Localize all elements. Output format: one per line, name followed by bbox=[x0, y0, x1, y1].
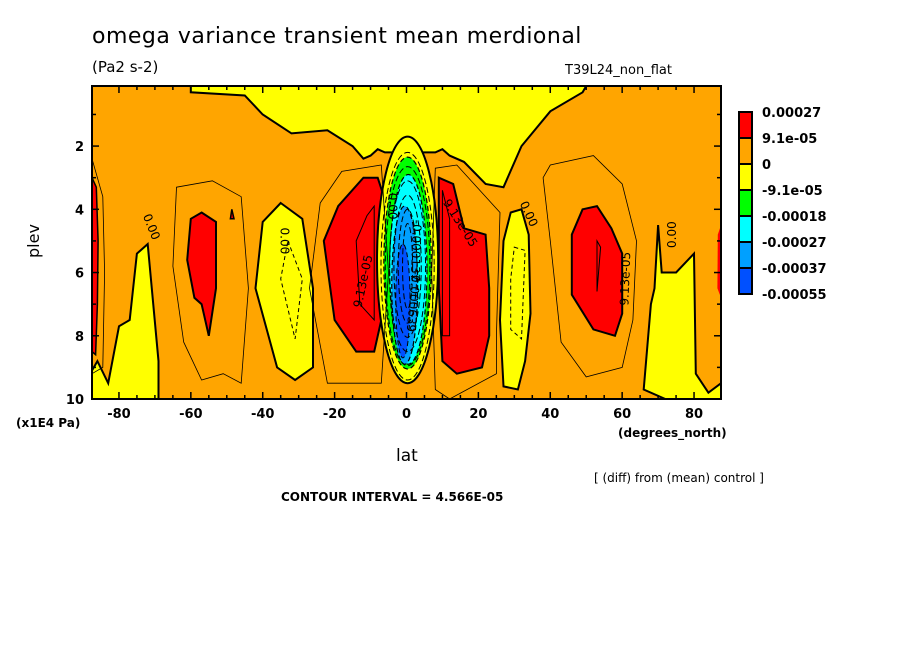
units-label: (Pa2 s-2) bbox=[92, 58, 159, 76]
nh-trop-thin bbox=[431, 164, 501, 399]
sh-midlat-thin bbox=[172, 180, 249, 384]
diff-note: [ (diff) from (mean) control ] bbox=[594, 471, 764, 485]
eq-dashed-contour bbox=[393, 194, 422, 338]
y-tick-label: 8 bbox=[75, 330, 84, 345]
colorbar-label: -9.1e-05 bbox=[762, 184, 823, 199]
contour-label: 0.00 bbox=[665, 221, 679, 248]
contour-label: -0.000137 bbox=[408, 220, 424, 282]
y-tick-label: 2 bbox=[75, 140, 84, 155]
colorbar-label: -0.00037 bbox=[762, 262, 827, 277]
y-tick-label: 6 bbox=[75, 267, 84, 282]
experiment-label: T39L24_non_flat bbox=[565, 63, 672, 78]
x-tick-label: 20 bbox=[469, 407, 487, 422]
axis-ticks: -80 -60 -40 -20 0 20 40 60 80 2 4 6 8 10 bbox=[66, 86, 721, 422]
eq-dashed-contour bbox=[402, 223, 414, 310]
sh-polar-thin bbox=[92, 158, 106, 375]
nh-subtrop-dash bbox=[510, 246, 526, 340]
sh-tropical-inner bbox=[355, 204, 375, 322]
sh-trop-thin bbox=[309, 164, 389, 384]
x-tick-label: -80 bbox=[107, 407, 131, 422]
x-tick-label: 0 bbox=[402, 407, 411, 422]
contour-interval-label: CONTOUR INTERVAL = 4.566E-05 bbox=[281, 490, 504, 504]
x-tick-label: 80 bbox=[685, 407, 703, 422]
colorbar-swatch bbox=[738, 137, 753, 165]
x-tick-label: -60 bbox=[179, 407, 203, 422]
x-axis-units: (degrees_north) bbox=[618, 426, 727, 440]
contour-label: -0.000639 bbox=[404, 270, 423, 333]
colorbar-label: -0.00027 bbox=[762, 236, 827, 251]
y-axis-units: (x1E4 Pa) bbox=[16, 416, 81, 430]
y-tick-label: 4 bbox=[75, 203, 84, 218]
eq-blue2 bbox=[395, 243, 411, 359]
colorbar-label: 0 bbox=[762, 158, 771, 173]
sh-subtrop-dash bbox=[280, 239, 303, 340]
eq-dashed-contour bbox=[380, 151, 435, 381]
colorbar-swatch bbox=[738, 111, 753, 139]
colorbar-swatch bbox=[738, 241, 753, 269]
x-tick-label: -40 bbox=[251, 407, 275, 422]
colorbar-label: -0.00055 bbox=[762, 288, 827, 303]
chart-title: omega variance transient mean merdional bbox=[92, 24, 582, 49]
contour-label: 0.00 bbox=[386, 193, 400, 220]
x-tick-label: 40 bbox=[541, 407, 559, 422]
x-axis-label: lat bbox=[396, 446, 418, 466]
colorbar-label: -0.00018 bbox=[762, 210, 827, 225]
nh-tropical-inner bbox=[441, 190, 451, 337]
colorbar-swatch bbox=[738, 189, 753, 217]
nh-highlat-yellow bbox=[642, 225, 721, 399]
sh-polar-red bbox=[92, 177, 99, 357]
eq-dashed-contour bbox=[384, 166, 431, 367]
filled-contours bbox=[92, 86, 721, 399]
sh-highlat-yellow bbox=[92, 242, 160, 399]
sh-midlat-red-dot bbox=[229, 209, 235, 220]
eq-dashed-contour bbox=[389, 180, 427, 353]
sh-midlat-red bbox=[186, 211, 217, 337]
eq-dashed-contour bbox=[397, 208, 418, 324]
colorbar: 0.00027 9.1e-05 0 -9.1e-05 -0.00018 -0.00027 -… bbox=[738, 106, 827, 303]
x-tick-label: 60 bbox=[613, 407, 631, 422]
colorbar-swatch bbox=[738, 267, 753, 295]
x-tick-label: -20 bbox=[323, 407, 347, 422]
colorbar-label: 0.00027 bbox=[762, 106, 821, 121]
contour-label: 9.13e-05 bbox=[617, 252, 633, 306]
y-tick-label: 10 bbox=[66, 393, 84, 408]
colorbar-label: 9.1e-05 bbox=[762, 132, 817, 147]
nh-tropical-red bbox=[437, 176, 491, 375]
nh-subtrop-yellow bbox=[498, 208, 532, 391]
nh-midlat-inner bbox=[596, 239, 602, 292]
colorbar-swatch bbox=[738, 215, 753, 243]
contour-lines bbox=[92, 151, 637, 399]
nh-midlat-thin bbox=[542, 155, 637, 378]
contour-label: 0.00 bbox=[278, 228, 292, 255]
colorbar-swatch bbox=[738, 163, 753, 191]
sh-subtrop-yellow bbox=[254, 201, 314, 382]
